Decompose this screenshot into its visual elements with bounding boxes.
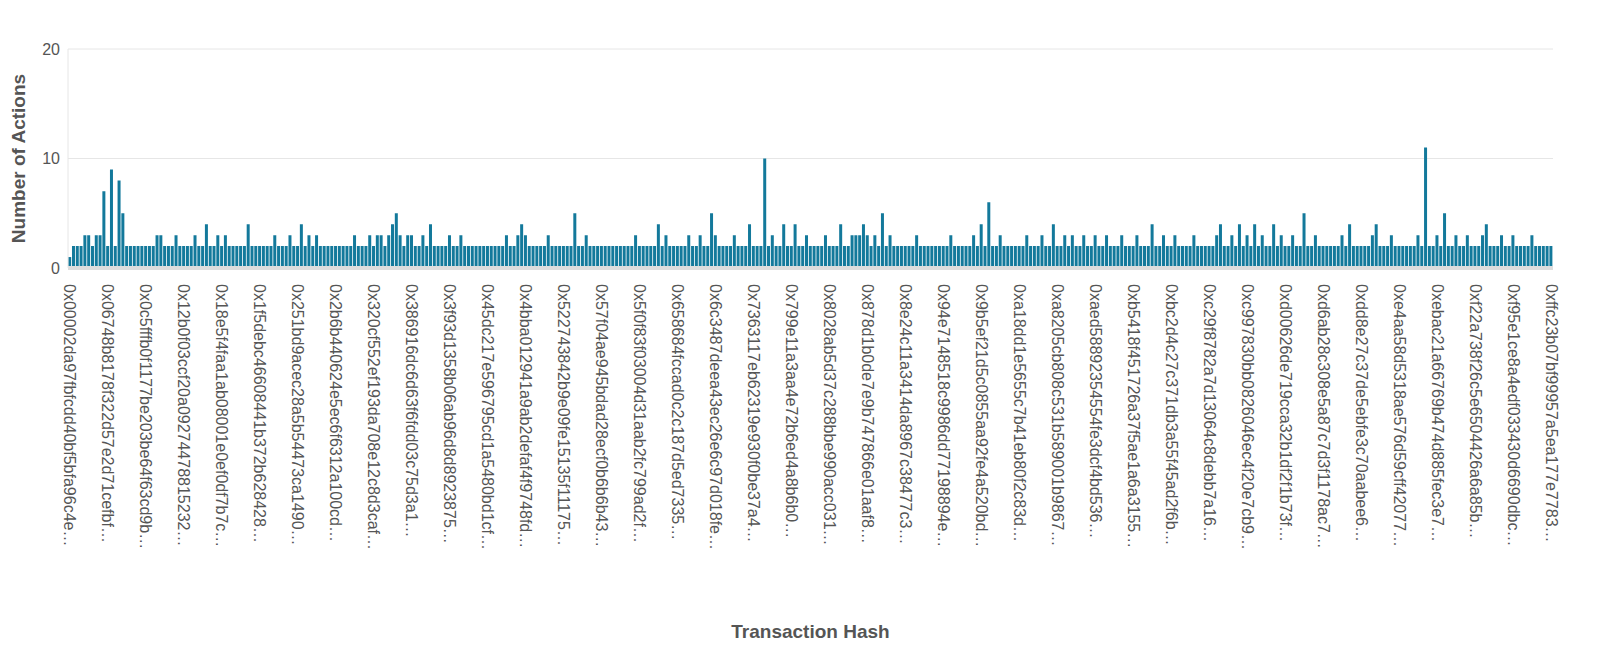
svg-text:Transaction Hash: Transaction Hash: [731, 621, 889, 642]
svg-text:0x386916dc6d63f6fdd03c75d3a1…: 0x386916dc6d63f6fdd03c75d3a1…: [403, 284, 420, 538]
svg-text:0x1f5debc46608441b372b628428…: 0x1f5debc46608441b372b628428…: [251, 284, 268, 543]
svg-text:0xc997830bb0826046ec4f20e7cb9…: 0xc997830bb0826046ec4f20e7cb9…: [1239, 284, 1256, 550]
svg-text:0xffc23b07bf99957a5ea177e7783…: 0xffc23b07bf99957a5ea177e7783…: [1543, 284, 1560, 543]
svg-text:0xb5418f451726a37f5ae1a6a3155…: 0xb5418f451726a37f5ae1a6a3155…: [1125, 284, 1142, 548]
svg-text:0x18e5f4faa1ab08001e0ef0df7b7c: 0x18e5f4faa1ab08001e0ef0df7b7c…: [213, 284, 230, 547]
svg-text:0x320cf552ef193da708e12c8d3caf: 0x320cf552ef193da708e12c8d3caf…: [365, 284, 382, 550]
svg-text:0x06748b8178f322d57e2d71cefbf…: 0x06748b8178f322d57e2d71cefbf…: [99, 284, 116, 543]
svg-text:0x658684fccad0c2c187d5ed7335…: 0x658684fccad0c2c187d5ed7335…: [669, 284, 686, 540]
svg-text:0x2b6b440624e5ec6f6312a100cd…: 0x2b6b440624e5ec6f6312a100cd…: [327, 284, 344, 542]
svg-text:10: 10: [42, 150, 60, 167]
svg-text:0xa18dd1e5655c7b41eb80f2c83d…: 0xa18dd1e5655c7b41eb80f2c83d…: [1011, 284, 1028, 542]
svg-text:0: 0: [51, 260, 60, 277]
svg-text:0x6c3487deea43ec26e6c97d018fe…: 0x6c3487deea43ec26e6c97d018fe…: [707, 284, 724, 550]
svg-text:0x3f93d1358b06ab96d8d8923875…: 0x3f93d1358b06ab96d8d8923875…: [441, 284, 458, 544]
svg-text:0x522743842b9e09fe15135f11175…: 0x522743842b9e09fe15135f11175…: [555, 284, 572, 546]
svg-text:0x878d1b0de7e9b747866e01aaf8…: 0x878d1b0de7e9b747866e01aaf8…: [859, 284, 876, 544]
svg-text:Number of Actions: Number of Actions: [8, 74, 29, 243]
svg-text:0x251bd9acec28a5b54473ca1490…: 0x251bd9acec28a5b54473ca1490…: [289, 284, 306, 546]
svg-text:0xd00626de719cca32b1df2f1b73f…: 0xd00626de719cca32b1df2f1b73f…: [1277, 284, 1294, 542]
svg-text:0x45dc217e596795cd1a5480bd1cf…: 0x45dc217e596795cd1a5480bd1cf…: [479, 284, 496, 550]
svg-text:0x00002da97fbfcdd40bf5bfa96c4e: 0x00002da97fbfcdd40bf5bfa96c4e…: [61, 284, 78, 546]
svg-text:0xa8205cb808c531b589001b9867…: 0xa8205cb808c531b589001b9867…: [1049, 284, 1066, 546]
svg-text:0x7363117eb62319e930f0be37a4…: 0x7363117eb62319e930f0be37a4…: [745, 284, 762, 543]
svg-text:0xbc2d4c27c371db3a55f45ad2f6b…: 0xbc2d4c27c371db3a55f45ad2f6b…: [1163, 284, 1180, 546]
svg-text:0x0c5fffb0f1177be203be64f63cd9: 0x0c5fffb0f1177be203be64f63cd9b…: [137, 284, 154, 549]
svg-text:0xc29f8782a7d13064c8debb7a16…: 0xc29f8782a7d13064c8debb7a16…: [1201, 284, 1218, 542]
svg-text:0xf22a738f26c5e6504426a6a85b…: 0xf22a738f26c5e6504426a6a85b…: [1467, 284, 1484, 538]
svg-text:0x5f0f83f03004d31aab2fc799ad2f: 0x5f0f83f03004d31aab2fc799ad2f…: [631, 284, 648, 543]
svg-text:0xf95e1ce8a4edf033430d6690dbc…: 0xf95e1ce8a4edf033430d6690dbc…: [1505, 284, 1522, 546]
svg-text:0x4bba012941a9ab2defaf4f9748fd: 0x4bba012941a9ab2defaf4f9748fd…: [517, 284, 534, 548]
svg-text:0x57f04ae945bdad28ecf0b6b6b43…: 0x57f04ae945bdad28ecf0b6b6b43…: [593, 284, 610, 547]
svg-text:0xe4aa58d5318ae576d59cff42077…: 0xe4aa58d5318ae576d59cff42077…: [1391, 284, 1408, 547]
svg-text:0xdd8e27c37de5ebfe3c70aabee6…: 0xdd8e27c37de5ebfe3c70aabee6…: [1353, 284, 1370, 542]
svg-text:0x8028ab5d37c288bbe990acc031…: 0x8028ab5d37c288bbe990acc031…: [821, 284, 838, 546]
svg-text:20: 20: [42, 41, 60, 58]
svg-text:0x94e7148518c9986dd77198894e…: 0x94e7148518c9986dd77198894e…: [935, 284, 952, 547]
svg-text:0x8e24c11a3414da8967c38477c3…: 0x8e24c11a3414da8967c38477c3…: [897, 284, 914, 544]
svg-text:0xd6ab28c308e5a87c7d3f1178ac7…: 0xd6ab28c308e5a87c7d3f1178ac7…: [1315, 284, 1332, 549]
svg-text:0x12b0f03ccf20a09274478815232…: 0x12b0f03ccf20a09274478815232…: [175, 284, 192, 546]
svg-text:0xebac21a66769b474d885fec3e7…: 0xebac21a66769b474d885fec3e7…: [1429, 284, 1446, 542]
svg-text:0x9b5ef21d5c0855aa92fe4a520bd…: 0x9b5ef21d5c0855aa92fe4a520bd…: [973, 284, 990, 547]
svg-text:0x799e11a3aa4e72b6ed4a8b6b0…: 0x799e11a3aa4e72b6ed4a8b6b0…: [783, 284, 800, 538]
svg-text:0xaed58892354554fe3dcf4bd536…: 0xaed58892354554fe3dcf4bd536…: [1087, 284, 1104, 538]
